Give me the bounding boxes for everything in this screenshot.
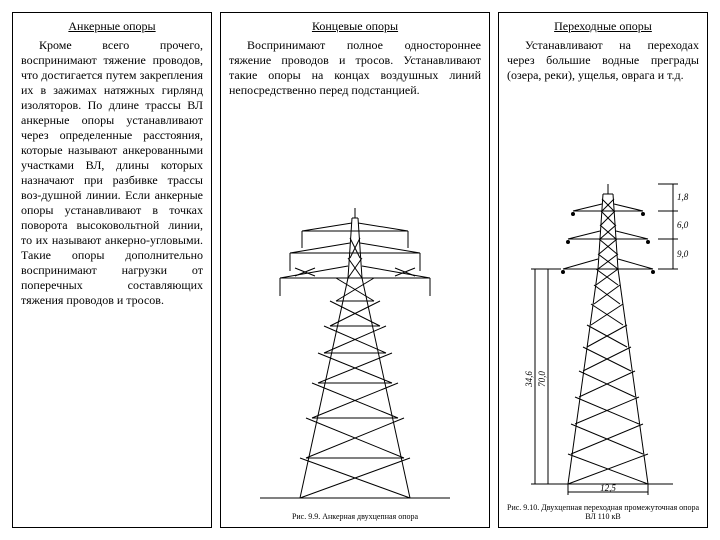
dim-mid1: 6,0 (677, 220, 689, 230)
dim-top: 1,8 (677, 192, 689, 202)
dim-bottom: 12,5 (600, 483, 616, 493)
figure-transition: 1,8 6,0 9,0 34,6 70,0 12,5 Рис. 9.10. Дв… (507, 83, 699, 521)
body-anchor: Кроме всего прочего, воспринимают тяжени… (21, 38, 203, 308)
caption-transition: Рис. 9.10. Двухцепная переходная промежу… (507, 503, 699, 521)
column-anchor: Анкерные опоры Кроме всего прочего, восп… (12, 12, 212, 528)
figure-terminal: Рис. 9.9. Анкерная двухцепная опора (229, 98, 481, 521)
title-terminal: Концевые опоры (229, 19, 481, 34)
dim-left1: 34,6 (524, 371, 534, 388)
title-anchor: Анкерные опоры (21, 19, 203, 34)
tower-dim-icon: 1,8 6,0 9,0 34,6 70,0 12,5 (513, 169, 693, 499)
dim-mid2: 9,0 (677, 249, 689, 259)
title-transition: Переходные опоры (507, 19, 699, 34)
body-transition: Устанавливают на переходах через большие… (507, 38, 699, 83)
dim-left2: 70,0 (537, 371, 547, 387)
tower-icon (240, 198, 470, 508)
caption-terminal: Рис. 9.9. Анкерная двухцепная опора (292, 512, 418, 521)
body-terminal: Воспринимают полное одностороннее тяжени… (229, 38, 481, 98)
column-terminal: Концевые опоры Воспринимают полное однос… (220, 12, 490, 528)
column-transition: Переходные опоры Устанавливают на перехо… (498, 12, 708, 528)
